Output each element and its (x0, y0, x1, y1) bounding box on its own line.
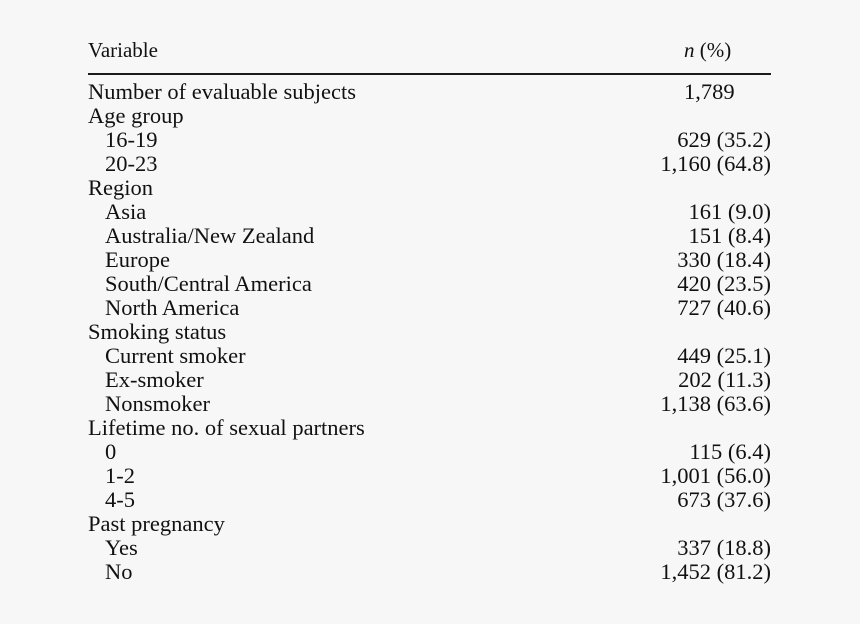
row-label: Past pregnancy (88, 511, 225, 536)
row-value: 420 (23.5) (677, 271, 771, 296)
row-label: Ex-smoker (105, 367, 204, 392)
row-value: 202 (11.3) (678, 367, 771, 392)
table-row: South/Central America 420 (23.5) (88, 272, 771, 296)
table-row: Number of evaluable subjects 1,789 (88, 80, 771, 104)
row-label: Smoking status (88, 319, 227, 344)
table-row: Asia 161 (9.0) (88, 200, 771, 224)
row-value: 1,452 (81.2) (660, 559, 771, 584)
header-rule (88, 73, 771, 75)
table-row: 20-23 1,160 (64.8) (88, 152, 771, 176)
row-label: Number of evaluable subjects (88, 79, 357, 104)
table-row: Australia/New Zealand 151 (8.4) (88, 224, 771, 248)
row-label: 20-23 (105, 151, 158, 176)
row-label: Europe (105, 247, 170, 272)
table-row: 4-5 673 (37.6) (88, 488, 771, 512)
row-label: Nonsmoker (105, 391, 210, 416)
row-label: Yes (105, 535, 138, 560)
row-label: Lifetime no. of sexual partners (88, 415, 365, 440)
row-label: 4-5 (105, 487, 135, 512)
row-label: Region (88, 175, 153, 200)
table-row: Nonsmoker 1,138 (63.6) (88, 392, 771, 416)
row-label: No (105, 559, 133, 584)
row-value: 115 (6.4) (689, 439, 771, 464)
row-value: 1,138 (63.6) (660, 391, 771, 416)
row-value: 151 (8.4) (688, 223, 772, 248)
table-header: Variable n (%) (88, 36, 771, 73)
table-group-row: Region (88, 176, 771, 200)
header-n-percent: n (%) (684, 36, 731, 64)
row-label: Asia (105, 199, 147, 224)
table-row: 0 115 (6.4) (88, 440, 771, 464)
row-label: 1-2 (105, 463, 135, 488)
table-group-row: Smoking status (88, 320, 771, 344)
row-label: 0 (105, 439, 117, 464)
row-value: 1,160 (64.8) (660, 151, 771, 176)
table-row: 1-2 1,001 (56.0) (88, 464, 771, 488)
row-label: Current smoker (105, 343, 246, 368)
header-variable: Variable (88, 38, 158, 62)
table-row: Europe 330 (18.4) (88, 248, 771, 272)
table-row: Ex-smoker 202 (11.3) (88, 368, 771, 392)
table-body: Number of evaluable subjects 1,789 Age gro… (88, 80, 771, 584)
table-group-row: Age group (88, 104, 771, 128)
row-value: 673 (37.6) (677, 487, 771, 512)
row-value: 1,789 (684, 79, 735, 104)
table-row: No 1,452 (81.2) (88, 560, 771, 584)
row-label: Age group (88, 103, 184, 128)
row-value: 1,001 (56.0) (660, 463, 771, 488)
row-value: 330 (18.4) (677, 247, 771, 272)
row-label: Australia/New Zealand (105, 223, 315, 248)
table-row: North America 727 (40.6) (88, 296, 771, 320)
row-value: 337 (18.8) (677, 535, 771, 560)
table-row: 16-19 629 (35.2) (88, 128, 771, 152)
row-value: 449 (25.1) (677, 343, 771, 368)
row-value: 727 (40.6) (677, 295, 771, 320)
row-value: 629 (35.2) (677, 127, 771, 152)
row-label: South/Central America (105, 271, 312, 296)
header-n: n (684, 38, 695, 62)
demographics-table: Variable n (%) Number of evaluable subje… (88, 36, 771, 584)
row-label: North America (105, 295, 240, 320)
table-row: Yes 337 (18.8) (88, 536, 771, 560)
header-percent: (%) (694, 38, 732, 62)
table-row: Current smoker 449 (25.1) (88, 344, 771, 368)
table-group-row: Past pregnancy (88, 512, 771, 536)
table-group-row: Lifetime no. of sexual partners (88, 416, 771, 440)
row-label: 16-19 (105, 127, 158, 152)
row-value: 161 (9.0) (688, 199, 772, 224)
